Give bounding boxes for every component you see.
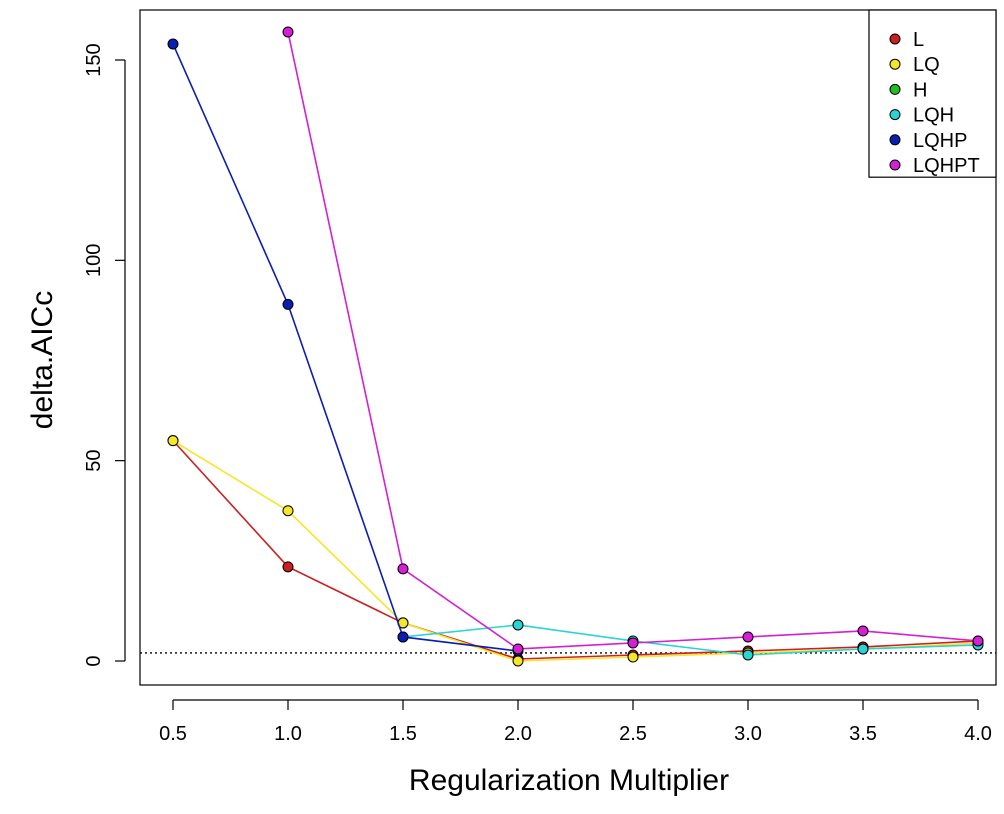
legend-label: H <box>913 79 927 101</box>
data-point <box>512 643 524 655</box>
legend-label: L <box>913 29 924 51</box>
legend-marker <box>889 109 901 121</box>
legend-marker <box>889 159 901 171</box>
data-point <box>282 26 294 38</box>
series-line <box>402 624 979 656</box>
data-point <box>167 435 179 447</box>
y-axis-title: delta.AICc <box>26 291 59 429</box>
legend-marker <box>889 134 901 146</box>
x-tick-label: 4.0 <box>964 723 992 745</box>
legend-label: LQHP <box>913 130 967 152</box>
data-point <box>627 651 639 663</box>
y-tick-label: 150 <box>83 43 105 76</box>
series-line <box>172 440 979 660</box>
legend-label: LQ <box>913 54 940 76</box>
data-point <box>857 625 869 637</box>
y-tick-label: 100 <box>83 244 105 277</box>
legend-label: LQHPT <box>913 155 980 177</box>
x-tick-label: 2.0 <box>504 723 532 745</box>
data-point <box>972 635 984 647</box>
series-lqhp <box>167 38 524 657</box>
data-point <box>627 637 639 649</box>
plot-frame <box>139 9 997 686</box>
series-line <box>172 439 979 662</box>
data-point <box>397 631 409 643</box>
x-tick-label: 2.5 <box>619 723 647 745</box>
data-point <box>397 563 409 575</box>
x-tick-label: 3.0 <box>734 723 762 745</box>
data-point <box>282 298 294 310</box>
data-point <box>167 38 179 50</box>
data-point <box>512 619 524 631</box>
x-tick-label: 1.5 <box>389 723 417 745</box>
legend-label: LQH <box>913 105 954 127</box>
legend-box <box>868 9 997 178</box>
series-lqhpt <box>282 26 984 655</box>
x-tick-label: 0.5 <box>159 723 187 745</box>
y-tick-label: 0 <box>83 655 105 666</box>
legend-marker <box>889 33 901 45</box>
data-point <box>282 561 294 573</box>
data-point <box>512 655 524 667</box>
data-point <box>857 643 869 655</box>
x-axis-title: Regularization Multiplier <box>409 764 729 797</box>
x-tick-label: 1.0 <box>274 723 302 745</box>
x-tick-label: 3.5 <box>849 723 877 745</box>
y-tick-label: 50 <box>83 450 105 472</box>
data-point <box>282 505 294 517</box>
data-point <box>742 649 754 661</box>
legend-marker <box>889 83 901 95</box>
series-line <box>172 43 519 652</box>
legend-marker <box>889 58 901 70</box>
data-point <box>742 631 754 643</box>
